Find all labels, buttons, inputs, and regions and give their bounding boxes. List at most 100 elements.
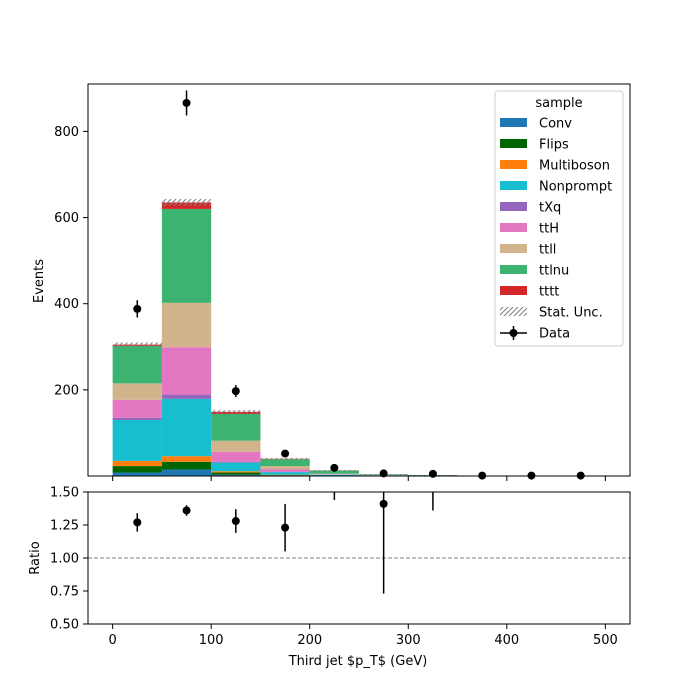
legend-swatch-ttll <box>500 244 527 253</box>
legend-label-data: Data <box>539 327 570 342</box>
bar-ttll-bin-3 <box>260 466 310 470</box>
ratio-x-ticks: 0 100 200 300 400 500 <box>108 624 618 648</box>
legend-swatch-ttlnu <box>500 265 527 274</box>
ratio-panel: 0 100 200 300 400 500 0.50 0.75 1.00 1.25 1.50 Ra… <box>28 486 631 669</box>
bar-nonprompt-bin-1 <box>161 398 212 457</box>
data-point-5 <box>379 469 388 478</box>
legend-swatch-nonprompt <box>500 181 527 190</box>
data-point-2 <box>231 387 240 396</box>
main-x-ticks <box>112 476 606 481</box>
x-tick-label-4: 400 <box>494 633 519 648</box>
main-panel: 200 400 600 800 Events sample Conv Flips Mult… <box>32 83 631 481</box>
legend-label-stat-unc-: Stat. Unc. <box>539 306 603 321</box>
x-tick-label-5: 500 <box>593 633 618 648</box>
bar-ttll-bin-4 <box>309 473 359 475</box>
legend-label-flips: Flips <box>539 138 569 153</box>
stat-unc-band-bin-1 <box>161 199 212 206</box>
ratio-point-1 <box>182 506 191 515</box>
ratio-point-0 <box>133 518 142 527</box>
legend-label-ttlnu: ttlnu <box>539 264 569 279</box>
bar-tth-bin-1 <box>161 347 212 395</box>
stacked-bars <box>112 202 557 476</box>
bar-nonprompt-bin-2 <box>211 462 261 472</box>
legend-marker-data <box>509 329 518 337</box>
stat-unc-band-bin-3 <box>260 457 310 460</box>
legend-label-conv: Conv <box>539 117 572 132</box>
ratio-y-axis-label: Ratio <box>28 541 43 574</box>
legend-label-tttt: tttt <box>539 285 559 300</box>
legend-items: Conv Flips Multiboson Nonprompt tXq ttH ttll tt… <box>500 117 612 342</box>
ratio-point-2 <box>231 517 240 526</box>
legend-label-txq: tXq <box>539 201 561 216</box>
bar-tth-bin-3 <box>260 469 310 472</box>
bar-nonprompt-bin-3 <box>260 472 310 475</box>
ratio-point-3 <box>281 523 290 532</box>
ratio-point-4 <box>379 499 388 508</box>
bar-multiboson-bin-2 <box>211 471 261 473</box>
bar-ttll-bin-1 <box>161 302 212 348</box>
main-y-tick-label-2: 600 <box>54 211 79 226</box>
bar-ttlnu-bin-4 <box>309 470 359 474</box>
legend-label-multiboson: Multiboson <box>539 159 610 174</box>
bar-ttlnu-bin-3 <box>260 459 310 467</box>
data-point-3 <box>281 449 290 458</box>
legend-swatch-multiboson <box>500 160 527 169</box>
bar-ttlnu-bin-2 <box>211 413 261 441</box>
bar-flips-bin-1 <box>161 461 212 470</box>
x-axis-label: Third jet $p_T$ (GeV) <box>288 654 428 669</box>
main-y-tick-label-3: 800 <box>54 125 79 140</box>
bar-ttlnu-bin-1 <box>161 208 212 303</box>
bar-tth-bin-2 <box>211 451 261 462</box>
main-y-ticks: 200 400 600 800 <box>54 125 88 398</box>
legend-swatch-txq <box>500 202 527 211</box>
legend: sample Conv Flips Multiboson Nonprompt tXq tt… <box>494 90 624 347</box>
bar-nonprompt-bin-4 <box>309 474 359 476</box>
legend-swatch-tth <box>500 223 527 232</box>
main-y-axis-label: Events <box>32 259 47 303</box>
bar-multiboson-bin-1 <box>161 456 212 462</box>
data-point-6 <box>428 469 437 478</box>
ratio-y-ticks: 0.50 0.75 1.00 1.25 1.50 <box>50 486 88 633</box>
x-tick-label-1: 100 <box>199 633 224 648</box>
legend-label-ttll: ttll <box>539 243 556 258</box>
legend-frame <box>494 90 624 347</box>
bar-txq-bin-0 <box>112 417 162 420</box>
main-y-tick-label-0: 200 <box>54 383 79 398</box>
ratio-y-tick-label-0: 0.50 <box>50 618 79 633</box>
stat-unc-band-bin-0 <box>112 342 162 347</box>
bar-nonprompt-bin-0 <box>112 420 162 461</box>
main-y-tick-label-1: 400 <box>54 297 79 312</box>
legend-swatch-tttt <box>500 286 527 295</box>
bar-tth-bin-0 <box>112 399 162 418</box>
bar-conv-bin-1 <box>161 469 212 476</box>
bar-conv-bin-2 <box>211 474 261 476</box>
bar-ttlnu-bin-0 <box>112 345 162 384</box>
bar-flips-bin-2 <box>211 472 261 475</box>
stat-unc-band-bin-2 <box>211 410 261 414</box>
x-tick-label-3: 300 <box>396 633 421 648</box>
data-point-0 <box>133 304 142 313</box>
bar-multiboson-bin-0 <box>112 460 162 467</box>
bar-conv-bin-0 <box>112 472 162 476</box>
legend-swatch-conv <box>500 118 527 127</box>
bar-ttll-bin-0 <box>112 383 162 400</box>
data-point-1 <box>182 98 191 107</box>
data-point-4 <box>330 463 339 472</box>
x-tick-label-2: 200 <box>297 633 322 648</box>
legend-swatch-flips <box>500 139 527 148</box>
legend-label-tth: ttH <box>539 222 559 237</box>
bar-txq-bin-1 <box>161 394 212 399</box>
data-points <box>133 90 585 480</box>
legend-label-nonprompt: Nonprompt <box>539 180 612 195</box>
ratio-y-tick-label-3: 1.25 <box>50 519 79 534</box>
main-plot-frame <box>87 83 631 477</box>
ratio-y-tick-label-1: 0.75 <box>50 585 79 600</box>
ratio-points <box>133 492 434 594</box>
legend-title: sample <box>535 96 582 111</box>
legend-swatch-stat-unc- <box>500 307 527 316</box>
bar-ttll-bin-2 <box>211 440 261 452</box>
x-tick-label-0: 0 <box>108 633 116 648</box>
ratio-y-tick-label-2: 1.00 <box>50 552 79 567</box>
ratio-y-tick-label-4: 1.50 <box>50 486 79 501</box>
